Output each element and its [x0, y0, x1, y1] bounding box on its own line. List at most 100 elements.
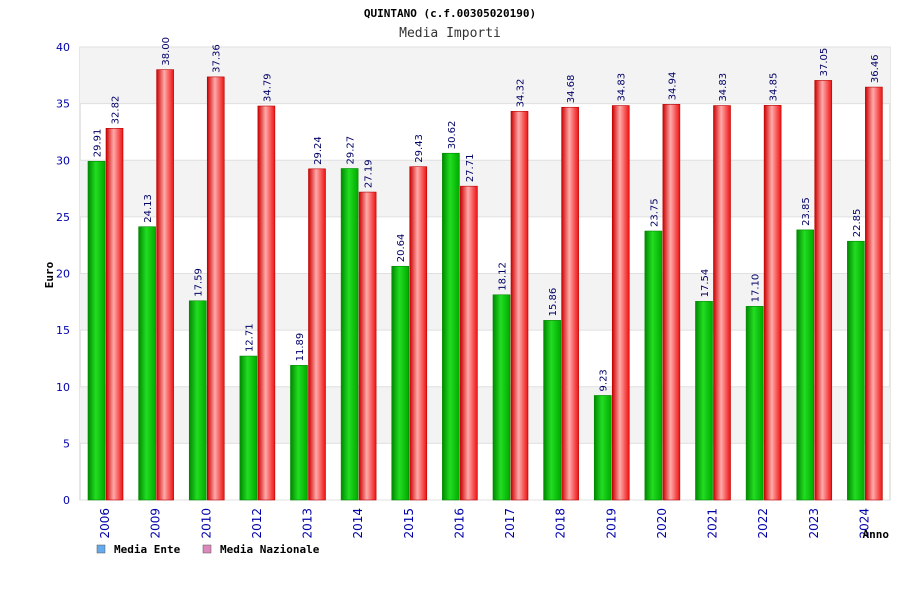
value-label: 11.89 — [295, 333, 306, 362]
y-tick-label: 0 — [63, 494, 70, 507]
legend-label: Media Ente — [114, 543, 181, 556]
bar — [814, 80, 833, 501]
bar — [796, 229, 815, 501]
value-label: 34.32 — [516, 79, 527, 108]
x-axis-title: Anno — [863, 528, 890, 541]
value-label: 12.71 — [244, 323, 255, 352]
value-label: 34.79 — [262, 73, 273, 102]
bar — [543, 320, 561, 501]
value-label: 38.00 — [161, 37, 172, 66]
bar — [188, 300, 207, 501]
value-label: 29.43 — [414, 134, 425, 163]
value-label: 30.62 — [447, 121, 458, 150]
bar — [105, 128, 124, 501]
value-label: 17.10 — [751, 274, 762, 303]
bar — [662, 104, 681, 501]
value-label: 34.68 — [566, 75, 577, 104]
value-label: 29.91 — [93, 129, 104, 158]
x-tick-label: 2019 — [604, 508, 618, 539]
bars — [87, 69, 883, 501]
bar — [409, 166, 428, 501]
value-label: 18.12 — [498, 262, 509, 291]
chart-title: QUINTANO (c.f.00305020190) — [364, 7, 536, 20]
value-label: 9.23 — [599, 369, 610, 391]
bar — [510, 111, 529, 501]
y-tick-label: 30 — [56, 154, 70, 167]
value-label: 23.85 — [801, 197, 812, 226]
bar — [239, 355, 258, 501]
bar — [156, 69, 174, 501]
bar — [358, 191, 377, 501]
x-tick-label: 2010 — [199, 508, 213, 539]
bar — [763, 105, 782, 501]
x-tick-label: 2013 — [301, 508, 315, 539]
bar — [442, 152, 460, 501]
bar — [492, 294, 511, 501]
bar — [340, 168, 359, 501]
x-tick-label: 2015 — [402, 508, 416, 539]
value-label: 15.86 — [548, 288, 559, 317]
bar — [593, 395, 612, 501]
value-label: 34.94 — [667, 72, 678, 101]
bar — [308, 168, 326, 501]
value-label: 24.13 — [143, 194, 154, 223]
x-tick-label: 2014 — [351, 508, 365, 539]
bar — [391, 265, 410, 501]
bar — [713, 105, 731, 501]
legend: Media Ente Media Nazionale — [96, 543, 320, 556]
bar — [745, 306, 764, 501]
x-tick-label: 2017 — [503, 508, 517, 539]
value-label: 20.64 — [396, 234, 407, 263]
x-tick-label: 2020 — [655, 508, 669, 539]
y-axis-ticks: 0 5 10 15 20 25 30 35 40 — [56, 41, 70, 507]
value-label: 37.05 — [819, 48, 830, 77]
y-tick-label: 35 — [56, 98, 70, 111]
y-tick-label: 20 — [56, 268, 70, 281]
bar — [695, 301, 713, 501]
bar — [865, 86, 883, 501]
chart-subtitle: Media Importi — [399, 26, 501, 41]
value-label: 34.85 — [769, 73, 780, 102]
x-tick-label: 2023 — [807, 508, 821, 539]
bar — [290, 365, 308, 501]
legend-swatch — [96, 544, 106, 554]
y-tick-label: 10 — [56, 381, 70, 394]
value-label: 27.71 — [465, 154, 476, 183]
x-tick-label: 2016 — [452, 508, 466, 539]
value-label: 27.19 — [364, 159, 375, 188]
value-label: 29.24 — [313, 136, 324, 165]
x-axis-ticks: 2006 2009 2010 2012 2013 2014 2015 2016 2017 2018… — [98, 508, 871, 539]
value-label: 17.59 — [194, 268, 205, 297]
value-labels: 29.91 32.82 24.13 38.00 17.59 37.36 12.71 34.79… — [93, 37, 881, 391]
value-label: 37.36 — [212, 44, 223, 73]
value-label: 34.83 — [718, 73, 729, 102]
x-tick-label: 2009 — [149, 508, 163, 539]
value-label: 29.27 — [346, 136, 357, 165]
value-label: 22.85 — [852, 209, 863, 238]
x-tick-label: 2021 — [706, 508, 720, 539]
value-label: 17.54 — [700, 269, 711, 298]
y-tick-label: 15 — [56, 324, 70, 337]
value-label: 36.46 — [870, 54, 881, 83]
value-label: 32.82 — [111, 96, 122, 125]
bar — [847, 240, 865, 501]
bar — [257, 105, 276, 501]
bar — [206, 76, 225, 501]
x-tick-label: 2006 — [98, 508, 112, 539]
x-tick-label: 2022 — [756, 508, 770, 539]
y-tick-label: 5 — [63, 437, 70, 450]
bar — [561, 106, 579, 501]
bar — [460, 185, 478, 501]
x-tick-label: 2018 — [554, 508, 568, 539]
y-tick-label: 25 — [56, 211, 70, 224]
y-axis-title: Euro — [43, 261, 56, 288]
bar — [611, 105, 630, 501]
legend-swatch — [202, 544, 212, 554]
bar — [644, 230, 663, 501]
bar — [138, 226, 156, 501]
x-tick-label: 2024 — [857, 508, 871, 539]
bar — [87, 160, 106, 501]
y-tick-label: 40 — [56, 41, 70, 54]
